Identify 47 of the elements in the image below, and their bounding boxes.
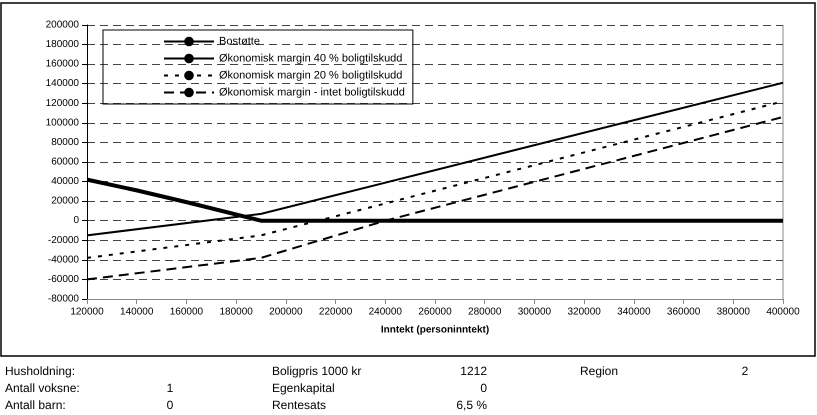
y-tick-label: -20000 <box>48 234 80 246</box>
text: 6,5 % <box>456 398 488 412</box>
y-tick-label: 20000 <box>51 196 80 207</box>
legend-label: Økonomisk margin - intet boligtilskudd <box>219 86 405 98</box>
y-tick-label: 120000 <box>46 98 80 109</box>
x-tick-label: 200000 <box>269 306 303 318</box>
y-tick-label: 140000 <box>46 78 80 90</box>
y-tick-label: 60000 <box>51 156 80 168</box>
y-tick-label: -60000 <box>48 274 80 285</box>
y-tick-label: -80000 <box>48 294 80 304</box>
legend-label: Økonomisk margin 40 % boligtilskudd <box>219 52 402 64</box>
x-tick-label: 180000 <box>219 306 254 318</box>
x-axis-title: Inntekt (personinntekt) <box>380 324 490 336</box>
x-tick-label: 220000 <box>318 306 353 318</box>
x-tick-label: 260000 <box>418 306 452 318</box>
text: Rentesats <box>272 398 326 412</box>
text: Antall voksne: <box>5 381 80 395</box>
y-tick-label: 0 <box>73 215 80 226</box>
y-tick-label: 80000 <box>51 136 80 148</box>
y-tick-label: 100000 <box>46 117 80 128</box>
x-tick-label: 360000 <box>666 306 701 318</box>
y-tick-label: 180000 <box>46 39 80 50</box>
y-tick-label: 200000 <box>46 20 80 30</box>
text: Boligpris 1000 kr <box>272 364 362 378</box>
x-tick-label: 160000 <box>170 306 204 318</box>
text: Egenkapital <box>272 381 335 395</box>
x-tick-label: 340000 <box>617 306 651 318</box>
y-tick-label: 160000 <box>46 58 80 70</box>
text: Antall barn: <box>5 398 66 412</box>
text: 1 <box>166 381 174 395</box>
x-tick-label: 280000 <box>468 306 502 318</box>
x-tick-label: 120000 <box>70 306 104 318</box>
x-tick-label: 140000 <box>120 306 154 318</box>
legend-label: Økonomisk margin 20 % boligtilskudd <box>219 70 402 82</box>
x-tick-label: 300000 <box>518 306 552 318</box>
x-tick-label: 400000 <box>766 306 800 318</box>
text: Husholdning: <box>5 364 76 378</box>
x-tick-label: 240000 <box>368 306 402 318</box>
text: 1212 <box>460 364 488 378</box>
y-tick-label: 40000 <box>51 176 80 188</box>
x-tick-label: 380000 <box>716 306 750 318</box>
y-tick-label: -40000 <box>48 254 80 266</box>
text: 0 <box>166 398 174 412</box>
text: 0 <box>480 381 488 395</box>
text: Region <box>580 364 618 378</box>
x-tick-label: 320000 <box>567 306 602 318</box>
text: 2 <box>742 364 749 378</box>
